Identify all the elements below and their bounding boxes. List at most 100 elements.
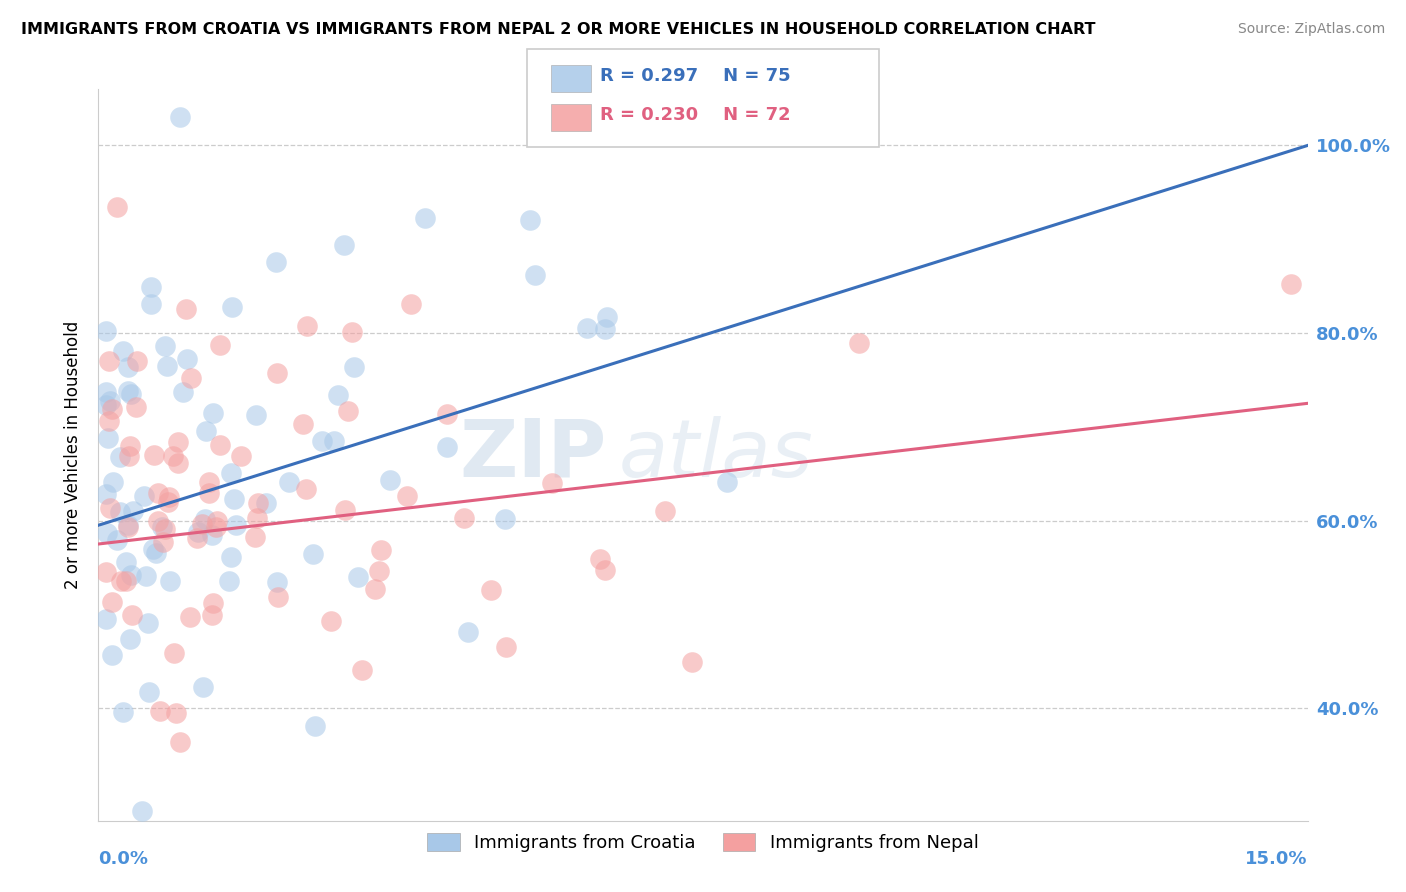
Point — [105, 533, 128, 548]
Point — [118, 449, 141, 463]
Point — [245, 409, 267, 423]
Text: R = 0.230    N = 72: R = 0.230 N = 72 — [600, 106, 792, 124]
Text: ZIP: ZIP — [458, 416, 606, 494]
Point — [134, 489, 156, 503]
Point — [346, 570, 368, 584]
Point — [576, 321, 599, 335]
Text: 0.0%: 0.0% — [98, 850, 149, 868]
Point — [110, 505, 132, 519]
Point — [138, 685, 160, 699]
Point — [152, 520, 174, 534]
Point — [225, 517, 247, 532]
Point — [190, 517, 212, 532]
Point — [219, 550, 242, 565]
Point — [322, 434, 344, 448]
Point — [142, 542, 165, 557]
Text: 15.0%: 15.0% — [1246, 850, 1308, 868]
Point — [135, 569, 157, 583]
Point — [266, 590, 288, 604]
Point — [340, 325, 363, 339]
Point — [131, 804, 153, 818]
Point — [96, 565, 118, 579]
Point — [333, 503, 356, 517]
Point — [457, 624, 479, 639]
Point — [716, 475, 738, 489]
Point — [96, 398, 118, 412]
Point — [336, 404, 359, 418]
Point — [246, 511, 269, 525]
Point — [125, 400, 148, 414]
Point — [266, 574, 288, 589]
Point — [596, 310, 619, 324]
Point — [187, 524, 209, 539]
Point — [207, 515, 229, 529]
Point — [127, 354, 149, 368]
Point — [142, 448, 165, 462]
Text: IMMIGRANTS FROM CROATIA VS IMMIGRANTS FROM NEPAL 2 OR MORE VEHICLES IN HOUSEHOLD: IMMIGRANTS FROM CROATIA VS IMMIGRANTS FR… — [21, 22, 1095, 37]
Point — [198, 486, 221, 500]
Point — [229, 449, 252, 463]
Point — [167, 435, 190, 450]
Point — [304, 719, 326, 733]
Text: Source: ZipAtlas.com: Source: ZipAtlas.com — [1237, 22, 1385, 37]
Point — [198, 475, 221, 489]
Point — [311, 434, 333, 448]
Point — [97, 414, 120, 428]
Point — [98, 393, 121, 408]
Point — [193, 680, 215, 694]
Point — [343, 360, 366, 375]
Point — [332, 238, 354, 252]
Point — [1281, 277, 1303, 292]
Point — [292, 417, 315, 431]
Point — [681, 655, 703, 669]
Point — [110, 574, 132, 589]
Point — [246, 496, 269, 510]
Point — [96, 525, 118, 540]
Point — [221, 300, 243, 314]
Point — [302, 547, 325, 561]
Point — [194, 512, 217, 526]
Point — [364, 582, 387, 597]
Y-axis label: 2 or more Vehicles in Household: 2 or more Vehicles in Household — [65, 321, 83, 589]
Point — [328, 388, 350, 402]
Point — [118, 440, 141, 454]
Point — [367, 564, 389, 578]
Point — [120, 632, 142, 646]
Point — [152, 535, 174, 549]
Point — [589, 551, 612, 566]
Point — [101, 402, 124, 417]
Point — [159, 574, 181, 588]
Point — [105, 200, 128, 214]
Point — [479, 583, 502, 598]
Point — [117, 384, 139, 399]
Point — [163, 647, 186, 661]
Point — [541, 475, 564, 490]
Point — [145, 546, 167, 560]
Point — [117, 520, 139, 534]
Point — [153, 522, 176, 536]
Point — [266, 255, 288, 269]
Point — [436, 440, 458, 454]
Point — [101, 648, 124, 663]
Point — [148, 486, 170, 500]
Point — [295, 319, 318, 334]
Point — [848, 335, 870, 350]
Point — [494, 512, 516, 526]
Point — [524, 268, 547, 282]
Point — [172, 384, 194, 399]
Point — [112, 706, 135, 720]
Point — [436, 407, 458, 421]
Point — [186, 532, 208, 546]
Point — [219, 467, 242, 481]
Point — [176, 351, 198, 366]
Point — [120, 568, 142, 582]
Point — [115, 574, 138, 589]
Point — [157, 491, 180, 505]
Point — [370, 543, 392, 558]
Point — [350, 663, 373, 677]
Point — [103, 475, 125, 489]
Point — [395, 489, 418, 503]
Point — [319, 614, 342, 628]
Point — [117, 359, 139, 374]
Point — [593, 563, 616, 577]
